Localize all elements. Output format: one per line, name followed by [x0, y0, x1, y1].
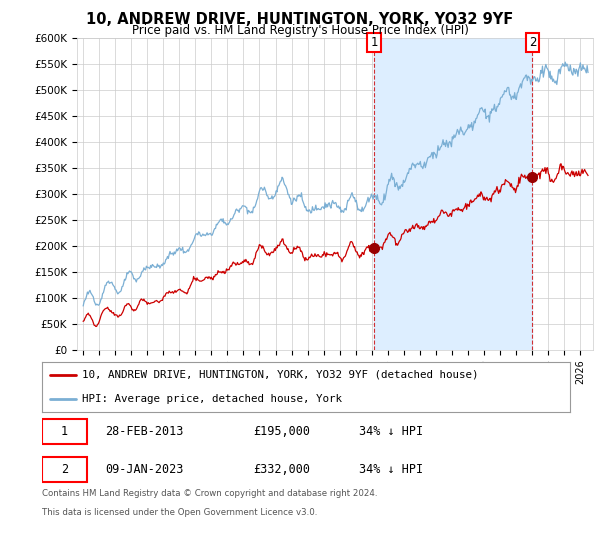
Text: £332,000: £332,000: [253, 463, 310, 476]
Text: 28-FEB-2013: 28-FEB-2013: [106, 425, 184, 438]
Text: 09-JAN-2023: 09-JAN-2023: [106, 463, 184, 476]
Text: This data is licensed under the Open Government Licence v3.0.: This data is licensed under the Open Gov…: [42, 508, 317, 517]
Text: HPI: Average price, detached house, York: HPI: Average price, detached house, York: [82, 394, 341, 404]
Text: 2: 2: [61, 463, 68, 476]
Text: Price paid vs. HM Land Registry's House Price Index (HPI): Price paid vs. HM Land Registry's House …: [131, 24, 469, 36]
Text: 34% ↓ HPI: 34% ↓ HPI: [359, 463, 423, 476]
Text: £195,000: £195,000: [253, 425, 310, 438]
Text: Contains HM Land Registry data © Crown copyright and database right 2024.: Contains HM Land Registry data © Crown c…: [42, 489, 377, 498]
FancyBboxPatch shape: [42, 419, 87, 444]
Text: 10, ANDREW DRIVE, HUNTINGTON, YORK, YO32 9YF: 10, ANDREW DRIVE, HUNTINGTON, YORK, YO32…: [86, 12, 514, 27]
Bar: [374, 38, 532, 350]
Text: 10, ANDREW DRIVE, HUNTINGTON, YORK, YO32 9YF (detached house): 10, ANDREW DRIVE, HUNTINGTON, YORK, YO32…: [82, 370, 478, 380]
Text: 2: 2: [529, 36, 536, 49]
Text: 34% ↓ HPI: 34% ↓ HPI: [359, 425, 423, 438]
FancyBboxPatch shape: [42, 457, 87, 482]
Text: 1: 1: [61, 425, 68, 438]
Text: 1: 1: [370, 36, 378, 49]
